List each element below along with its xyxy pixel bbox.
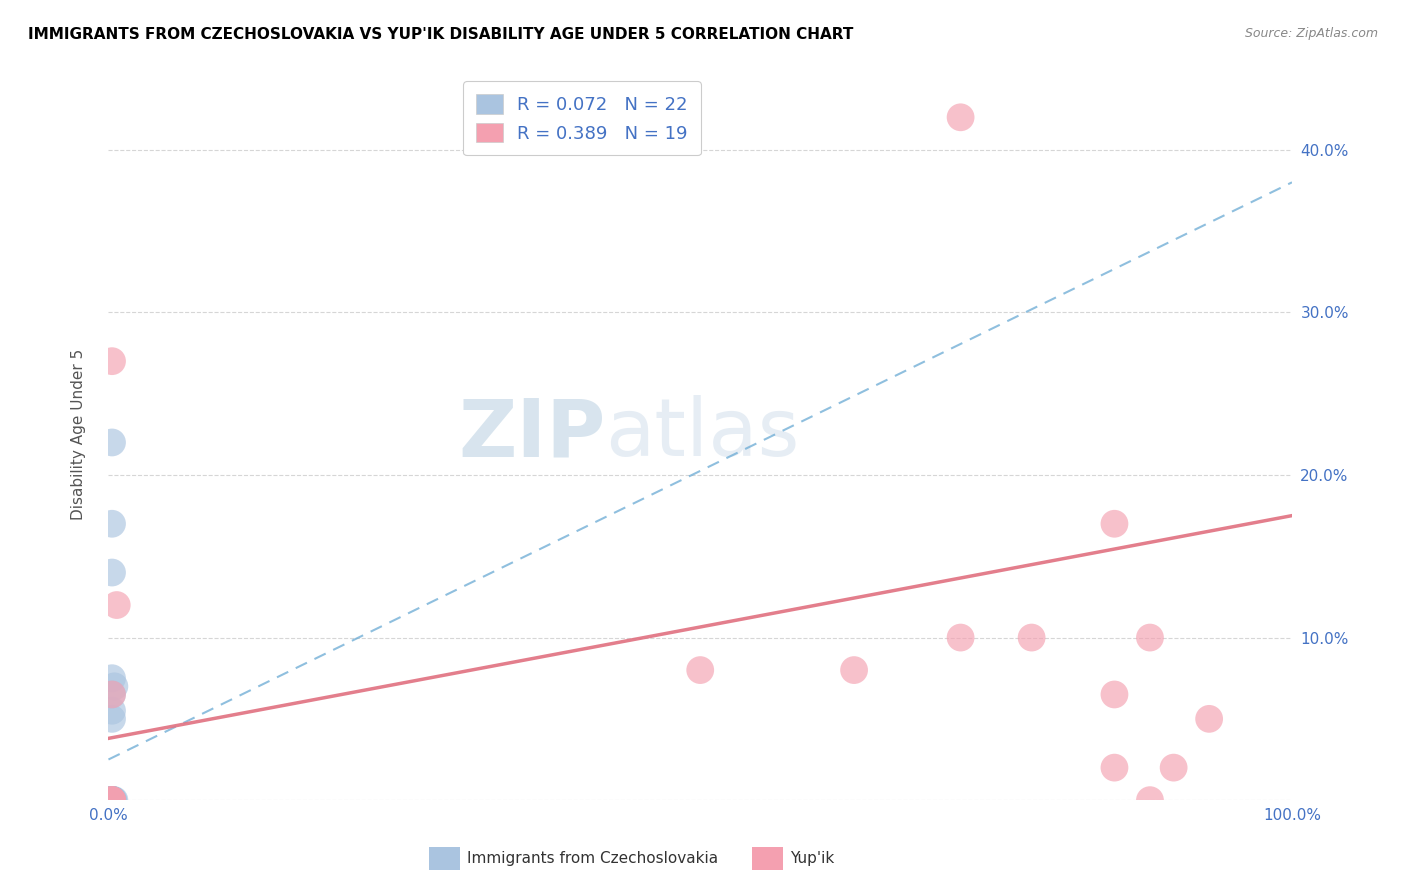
Point: [101, 793, 124, 807]
Point: [101, 793, 124, 807]
Point: [103, 793, 125, 807]
Point: [1163, 761, 1185, 775]
Point: [101, 793, 124, 807]
Point: [1198, 712, 1220, 726]
Point: [101, 704, 124, 718]
Text: atlas: atlas: [606, 395, 800, 474]
Point: [101, 793, 124, 807]
Point: [101, 435, 124, 450]
Text: Source: ZipAtlas.com: Source: ZipAtlas.com: [1244, 27, 1378, 40]
Point: [101, 793, 124, 807]
Point: [101, 688, 124, 702]
Point: [842, 663, 865, 677]
Text: ZIP: ZIP: [458, 395, 606, 474]
Point: [101, 793, 124, 807]
Point: [1104, 516, 1126, 531]
Point: [1139, 793, 1161, 807]
Point: [1104, 688, 1126, 702]
Point: [103, 679, 125, 693]
Point: [101, 793, 124, 807]
Point: [101, 793, 124, 807]
Point: [1104, 761, 1126, 775]
Point: [101, 354, 124, 368]
Point: [101, 688, 124, 702]
Text: Immigrants from Czechoslovakia: Immigrants from Czechoslovakia: [467, 852, 718, 866]
Point: [101, 793, 124, 807]
Point: [101, 712, 124, 726]
Point: [949, 110, 972, 124]
Point: [101, 793, 124, 807]
Point: [949, 631, 972, 645]
Point: [101, 793, 124, 807]
Point: [101, 516, 124, 531]
Point: [101, 671, 124, 685]
Point: [101, 566, 124, 580]
Y-axis label: Disability Age Under 5: Disability Age Under 5: [72, 349, 86, 520]
Point: [101, 793, 124, 807]
Point: [101, 793, 124, 807]
Point: [1139, 631, 1161, 645]
Point: [103, 793, 125, 807]
Point: [1021, 631, 1043, 645]
Text: IMMIGRANTS FROM CZECHOSLOVAKIA VS YUP'IK DISABILITY AGE UNDER 5 CORRELATION CHAR: IMMIGRANTS FROM CZECHOSLOVAKIA VS YUP'IK…: [28, 27, 853, 42]
Legend: R = 0.072   N = 22, R = 0.389   N = 19: R = 0.072 N = 22, R = 0.389 N = 19: [463, 81, 700, 155]
Point: [689, 663, 711, 677]
Point: [103, 793, 125, 807]
Point: [105, 598, 128, 612]
Point: [101, 793, 124, 807]
Point: [101, 793, 124, 807]
Text: Yup'ik: Yup'ik: [790, 852, 834, 866]
